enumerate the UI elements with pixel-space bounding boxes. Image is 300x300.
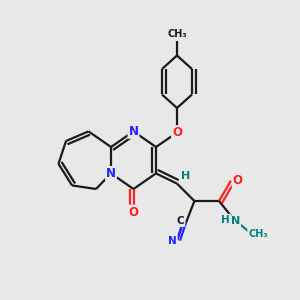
Text: C: C bbox=[177, 216, 184, 226]
Text: CH₃: CH₃ bbox=[248, 229, 268, 239]
Text: H: H bbox=[221, 214, 230, 225]
Text: H: H bbox=[181, 171, 190, 181]
Text: O: O bbox=[232, 174, 243, 187]
Text: N: N bbox=[128, 125, 139, 138]
Text: CH₃: CH₃ bbox=[167, 29, 187, 39]
Text: O: O bbox=[172, 126, 182, 139]
Text: N: N bbox=[168, 236, 177, 246]
Text: N: N bbox=[106, 167, 116, 180]
Text: N: N bbox=[231, 216, 240, 226]
Text: O: O bbox=[128, 206, 139, 219]
